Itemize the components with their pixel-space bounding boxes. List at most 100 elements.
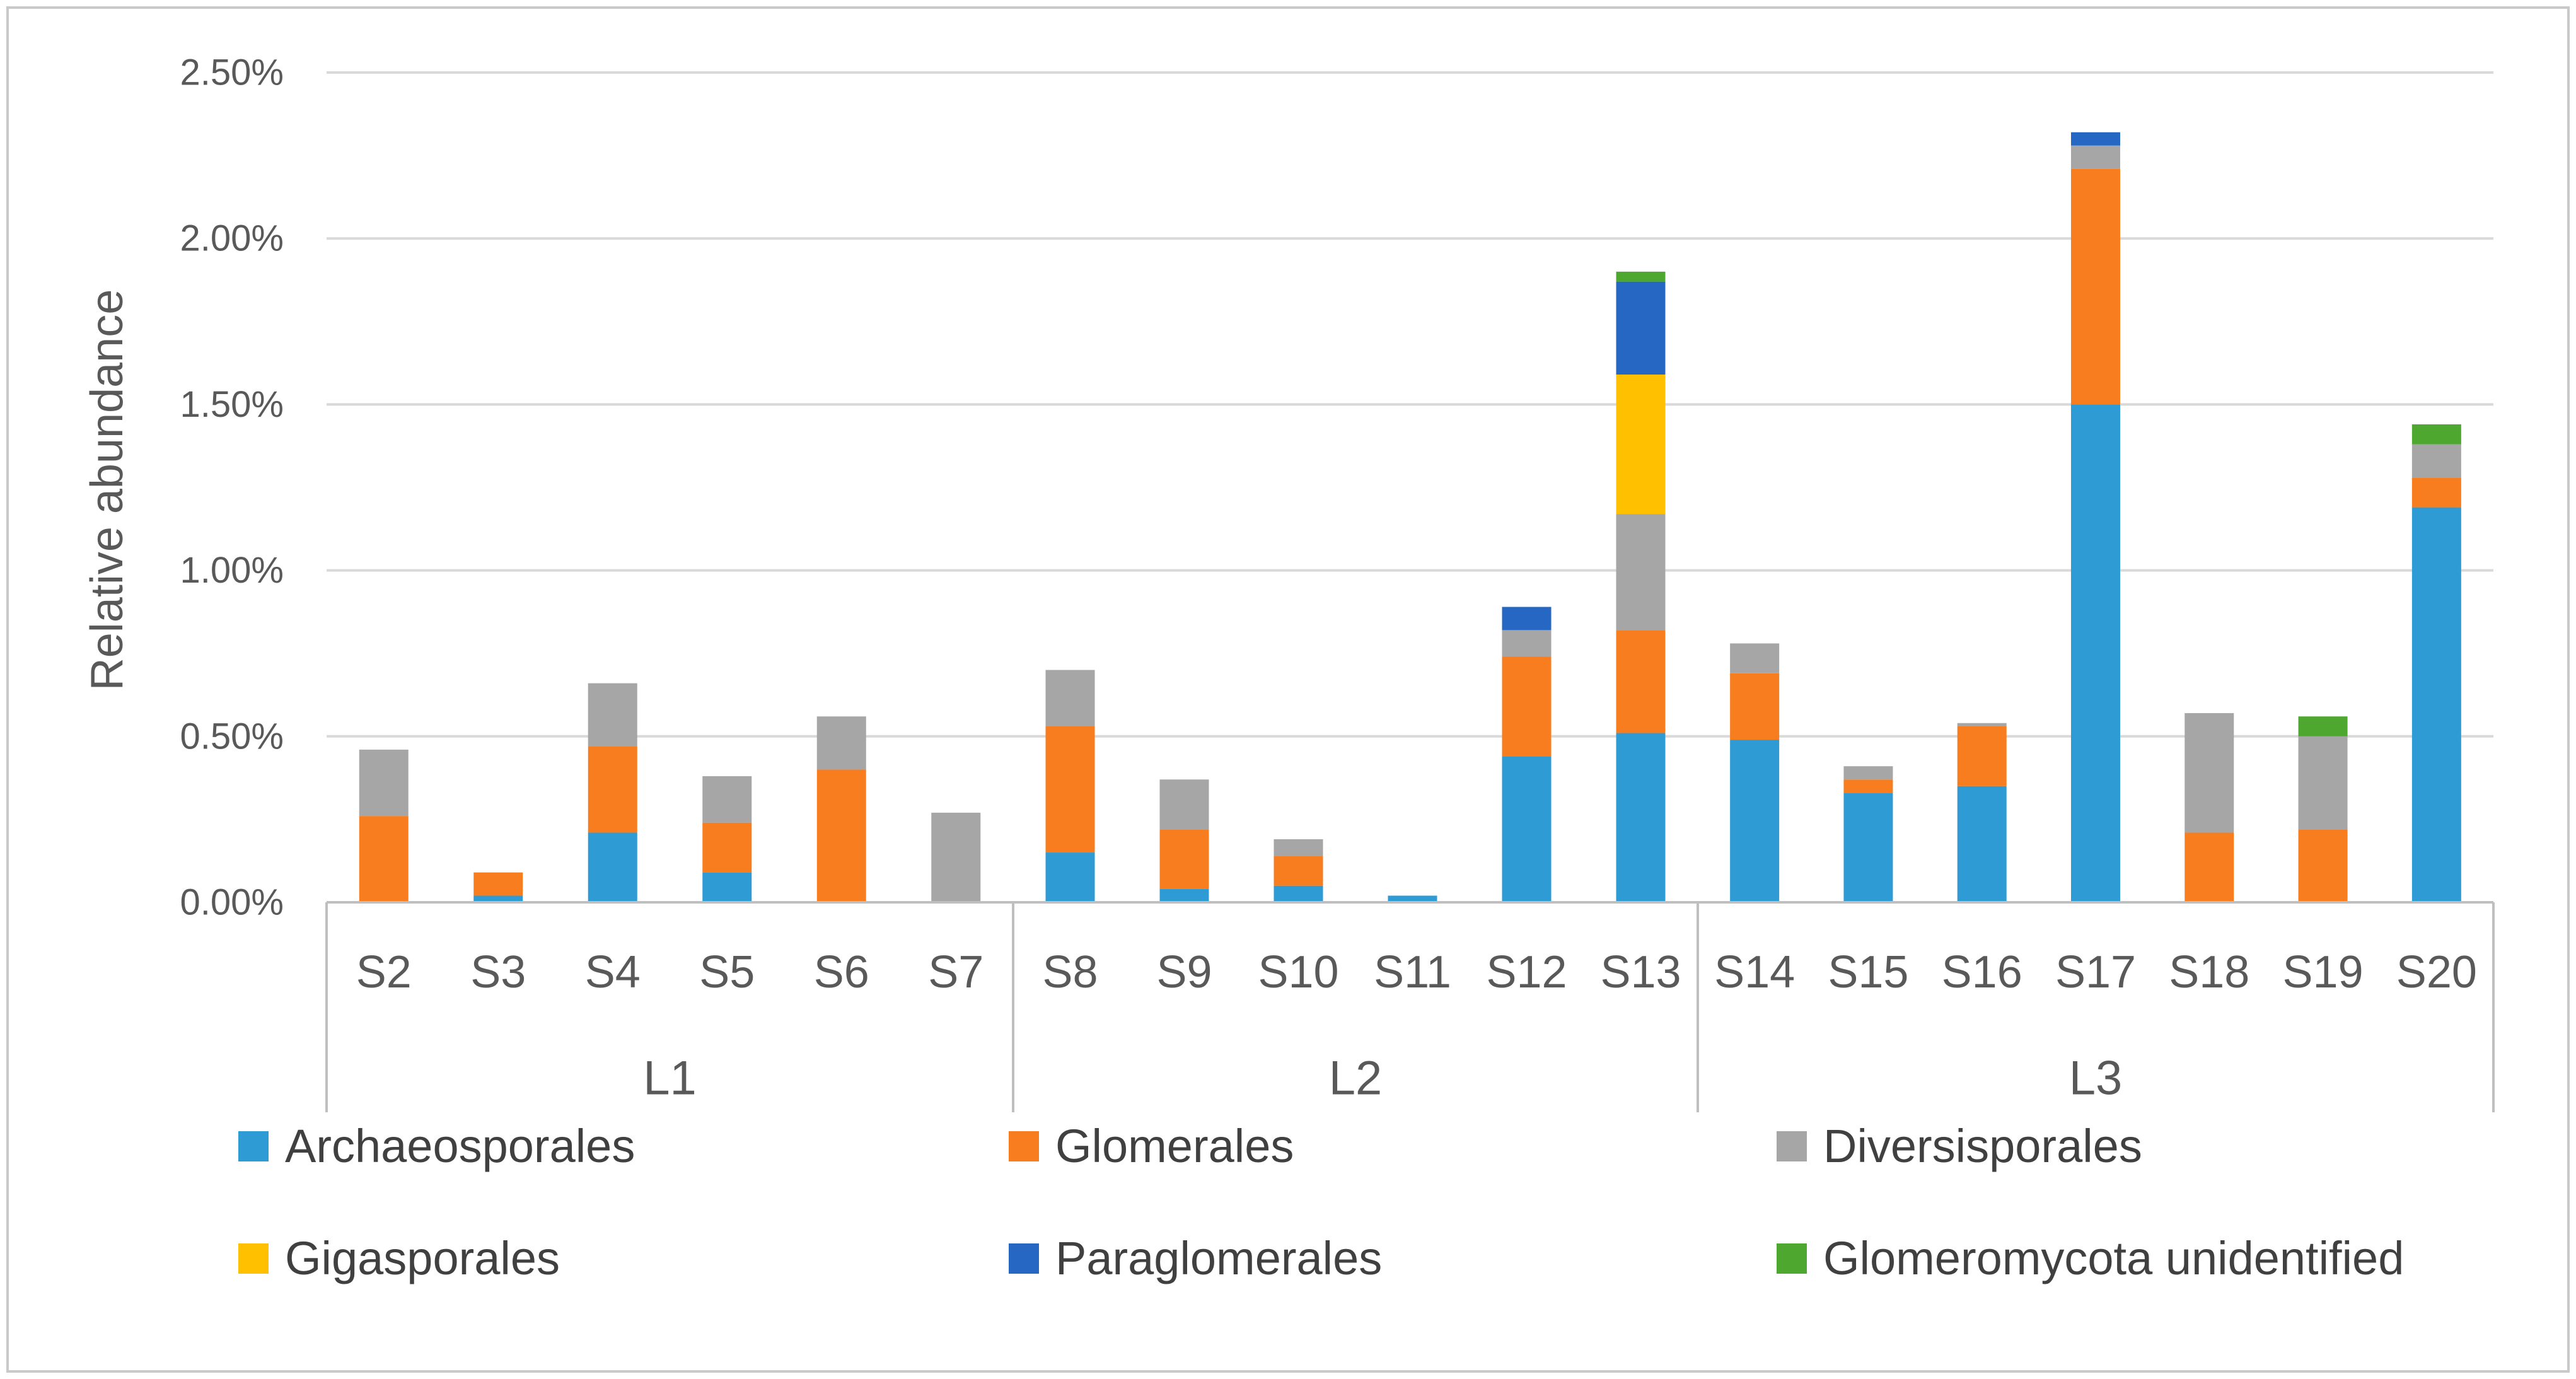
bar-segment-S10-archaeosporales [1273, 885, 1323, 902]
legend-label-glomeromycota-unidentified: Glomeromycota unidentified [1823, 1232, 2405, 1284]
category-label-S20: S20 [2396, 947, 2477, 998]
y-tick-label-0.50%: 0.50% [180, 716, 284, 757]
bar-segment-S6-glomerales [816, 769, 866, 902]
y-tick-label-0.00%: 0.00% [180, 882, 284, 923]
legend-label-diversisporales: Diversisporales [1823, 1120, 2142, 1172]
category-labels: S2 S3 S4 S5 S6 S7 S8 S9 S10 S11 S12 S13 S14 S15 S16 S17… [356, 947, 2477, 998]
bar-segment-S15-glomerales [1843, 779, 1893, 793]
legend-swatch-gigasporales [238, 1243, 269, 1274]
legend-swatch-glomerales [1009, 1131, 1039, 1161]
category-label-S13: S13 [1600, 947, 1681, 998]
y-tick-labels: 0.00% 0.50% 1.00% 1.50% 2.00% 2.50% [180, 52, 284, 923]
category-label-S6: S6 [814, 947, 869, 998]
bar-segment-S2-glomerales [359, 816, 409, 902]
bar-series [359, 132, 2461, 902]
legend-swatch-paraglomerales [1009, 1243, 1039, 1274]
group-label-L1: L1 [643, 1052, 697, 1105]
bar-segment-S9-diversisporales [1159, 779, 1209, 830]
bar-segment-S2-diversisporales [359, 749, 409, 817]
category-label-S10: S10 [1258, 947, 1338, 998]
legend-item-archaeosporales: Archaeosporales [238, 1120, 635, 1172]
y-tick-label-2.00%: 2.00% [180, 218, 284, 259]
y-axis-title: Relative abundance [82, 289, 132, 690]
bar-segment-S15-archaeosporales [1843, 793, 1893, 902]
bar-segment-S13-archaeosporales [1616, 733, 1666, 902]
category-label-S7: S7 [928, 947, 983, 998]
category-label-S9: S9 [1156, 947, 1212, 998]
category-label-S19: S19 [2283, 947, 2364, 998]
category-label-S15: S15 [1828, 947, 1908, 998]
category-label-S14: S14 [1714, 947, 1795, 998]
bar-segment-S20-glomerales [2411, 477, 2461, 508]
stacked-bar-plot: 0.00% 0.50% 1.00% 1.50% 2.00% 2.50% S2 S3 S4 S5 S… [82, 52, 2495, 1112]
legend-swatch-glomeromycota-unidentified [1777, 1243, 1807, 1274]
bar-segment-S12-glomerales [1502, 656, 1552, 757]
category-label-S12: S12 [1486, 947, 1567, 998]
bar-segment-S4-archaeosporales [588, 832, 637, 902]
legend-item-glomeromycota-unidentified: Glomeromycota unidentified [1777, 1232, 2405, 1284]
bar-segment-S6-diversisporales [816, 716, 866, 770]
bar-segment-S14-diversisporales [1730, 643, 1780, 673]
bar-segment-S16-glomerales [1957, 726, 2007, 786]
bar-segment-S5-archaeosporales [702, 872, 752, 902]
y-tick-label-2.50%: 2.50% [180, 52, 284, 93]
bar-segment-S5-diversisporales [702, 776, 752, 823]
bar-segment-S8-glomerales [1045, 726, 1095, 853]
legend-label-glomerales: Glomerales [1055, 1120, 1294, 1172]
bar-segment-S20-glomeromycota-unidentified [2411, 424, 2461, 445]
bar-segment-S20-archaeosporales [2411, 507, 2461, 902]
category-label-S18: S18 [2169, 947, 2249, 998]
bar-segment-S13-diversisporales [1616, 514, 1666, 631]
bar-segment-S13-glomeromycota-unidentified [1616, 271, 1666, 282]
category-label-S8: S8 [1042, 947, 1098, 998]
category-label-S3: S3 [470, 947, 526, 998]
bar-segment-S14-archaeosporales [1730, 740, 1780, 902]
bar-segment-S19-diversisporales [2298, 736, 2348, 830]
legend-label-gigasporales: Gigasporales [285, 1232, 560, 1284]
bar-segment-S9-archaeosporales [1159, 888, 1209, 902]
bar-segment-S4-diversisporales [588, 683, 637, 747]
bar-segment-S9-glomerales [1159, 829, 1209, 889]
bar-segment-S10-diversisporales [1273, 839, 1323, 856]
group-label-L3: L3 [2069, 1052, 2123, 1105]
legend-label-paraglomerales: Paraglomerales [1055, 1232, 1383, 1284]
group-labels: L1 L2 L3 [643, 1052, 2122, 1105]
bar-segment-S8-diversisporales [1045, 670, 1095, 727]
category-label-S17: S17 [2055, 947, 2136, 998]
group-label-L2: L2 [1329, 1052, 1383, 1105]
legend-item-paraglomerales: Paraglomerales [1009, 1232, 1383, 1284]
category-label-S5: S5 [699, 947, 755, 998]
bar-segment-S7-diversisporales [931, 812, 981, 902]
bar-segment-S17-glomerales [2071, 168, 2120, 405]
bar-segment-S19-glomerales [2298, 829, 2348, 902]
bar-segment-S19-glomeromycota-unidentified [2298, 716, 2348, 736]
y-tick-label-1.00%: 1.00% [180, 550, 284, 591]
bar-segment-S12-archaeosporales [1502, 756, 1552, 902]
gridlines [327, 71, 2493, 738]
category-label-S2: S2 [356, 947, 412, 998]
bar-segment-S10-glomerales [1273, 856, 1323, 886]
bar-segment-S13-paraglomerales [1616, 281, 1666, 375]
bar-segment-S17-diversisporales [2071, 145, 2120, 169]
legend-swatch-diversisporales [1777, 1131, 1807, 1161]
bar-segment-S3-archaeosporales [473, 895, 523, 902]
bar-segment-S18-diversisporales [2184, 713, 2234, 833]
legend-item-diversisporales: Diversisporales [1777, 1120, 2142, 1172]
bar-segment-S12-paraglomerales [1502, 607, 1552, 631]
bar-segment-S4-glomerales [588, 746, 637, 833]
legend-label-archaeosporales: Archaeosporales [285, 1120, 635, 1172]
bar-segment-S13-gigasporales [1616, 375, 1666, 515]
legend-swatch-archaeosporales [238, 1131, 269, 1161]
y-tick-label-1.50%: 1.50% [180, 384, 284, 425]
bar-segment-S5-glomerales [702, 822, 752, 873]
category-label-S16: S16 [1942, 947, 2022, 998]
bar-segment-S14-glomerales [1730, 673, 1780, 740]
bar-segment-S17-paraglomerales [2071, 132, 2120, 146]
legend-item-gigasporales: Gigasporales [238, 1232, 560, 1284]
category-label-S4: S4 [585, 947, 641, 998]
legend-item-glomerales: Glomerales [1009, 1120, 1294, 1172]
bar-segment-S13-glomerales [1616, 630, 1666, 733]
bar-segment-S18-glomerales [2184, 832, 2234, 902]
chart-frame: 0.00% 0.50% 1.00% 1.50% 2.00% 2.50% S2 S3 S4 S5 S… [6, 6, 2570, 1373]
